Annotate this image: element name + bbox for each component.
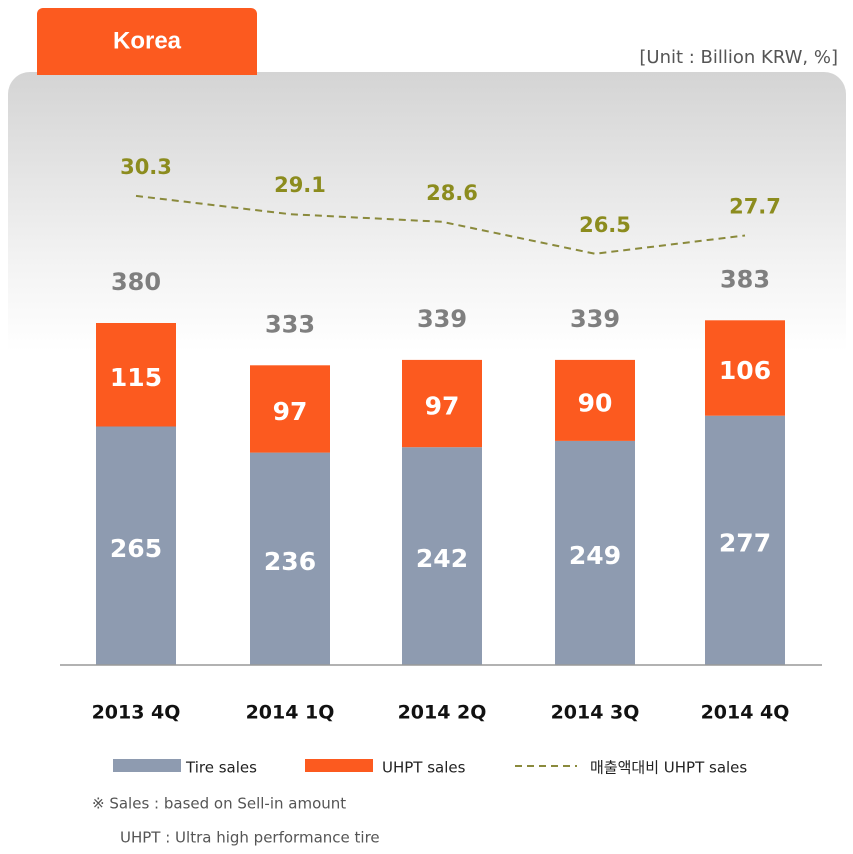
segment-label: 236: [264, 547, 316, 576]
bar-segment: [555, 440, 635, 665]
segment-label: 97: [425, 392, 460, 421]
note: UHPT : Ultra high performance tire: [120, 829, 380, 847]
total-label: 339: [570, 305, 620, 333]
bar-segment: [96, 323, 176, 427]
line-label: 27.7: [729, 194, 781, 218]
bar-segment: [250, 365, 330, 453]
x-tick-label: 2014 4Q: [701, 702, 790, 724]
line-label: 28.6: [426, 181, 478, 205]
segment-label: 106: [719, 356, 771, 385]
tab-base: [37, 60, 257, 75]
segment-label: 242: [416, 544, 468, 573]
unit-label: [Unit : Billion KRW, %]: [639, 47, 838, 68]
segment-label: 249: [569, 541, 621, 570]
line-label: 26.5: [579, 213, 631, 237]
segment-label: 277: [719, 528, 771, 557]
legend-label: Tire sales: [185, 759, 257, 777]
legend-label: 매출액대비 UHPT sales: [590, 759, 747, 777]
bar-segment: [250, 452, 330, 665]
legend-swatch: [305, 759, 373, 772]
legend-label: UHPT sales: [382, 759, 466, 777]
x-tick-label: 2014 3Q: [551, 702, 640, 724]
x-tick-label: 2014 2Q: [398, 702, 487, 724]
bar-segment: [555, 359, 635, 441]
panel: [8, 72, 846, 632]
total-label: 380: [111, 268, 161, 296]
total-label: 339: [417, 305, 467, 333]
legend-swatch: [113, 759, 181, 772]
total-label: 383: [720, 265, 770, 293]
line-label: 29.1: [274, 173, 326, 197]
segment-label: 90: [578, 388, 613, 417]
x-tick-label: 2014 1Q: [246, 702, 335, 724]
bar-segment: [96, 426, 176, 665]
segment-label: 97: [273, 397, 308, 426]
tab: [37, 8, 257, 75]
bar-segment: [705, 415, 785, 665]
note: ※ Sales : based on Sell-in amount: [92, 795, 346, 813]
segment-label: 115: [110, 363, 162, 392]
bar-segment: [402, 359, 482, 448]
bar-segment: [705, 320, 785, 416]
total-label: 333: [265, 310, 315, 338]
bar-segment: [402, 447, 482, 665]
tab-title: Korea: [113, 27, 182, 54]
line-label: 30.3: [120, 155, 172, 179]
segment-label: 265: [110, 534, 162, 563]
x-tick-label: 2013 4Q: [92, 702, 181, 724]
